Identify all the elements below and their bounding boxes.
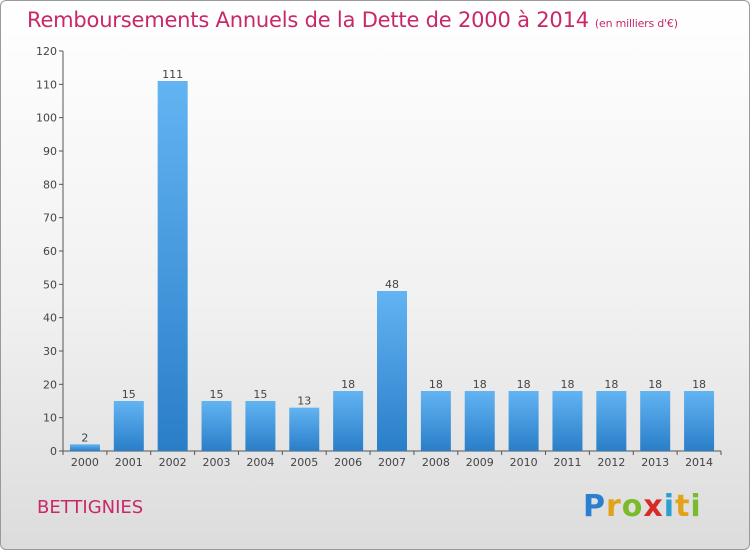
bar	[640, 391, 671, 451]
bar	[113, 401, 144, 451]
x-tick-label: 2013	[641, 456, 669, 469]
data-label: 18	[692, 378, 706, 391]
data-label: 111	[162, 68, 183, 81]
bar	[157, 81, 188, 451]
bar	[420, 391, 451, 451]
x-tick-label: 2009	[466, 456, 494, 469]
y-tick-label: 70	[43, 212, 57, 225]
y-tick-label: 100	[36, 112, 57, 125]
title-text: Remboursements Annuels de la Dette de 20…	[27, 8, 589, 32]
y-tick-label: 90	[43, 145, 57, 158]
bar	[377, 291, 407, 451]
bar	[596, 391, 627, 451]
data-label: 15	[210, 388, 224, 401]
x-tick-label: 2011	[553, 456, 581, 469]
data-label: 2	[81, 431, 88, 444]
y-tick-label: 120	[36, 45, 57, 58]
data-label: 48	[385, 278, 399, 291]
x-tick-label: 2005	[290, 456, 318, 469]
x-tick-label: 2014	[685, 456, 713, 469]
bar	[508, 391, 539, 451]
y-tick-label: 10	[43, 412, 57, 425]
data-label: 18	[473, 378, 487, 391]
commune-name: BETTIGNIES	[37, 497, 144, 518]
data-label: 18	[341, 378, 355, 391]
bar	[552, 391, 583, 451]
data-label: 18	[429, 378, 443, 391]
y-tick-label: 110	[36, 78, 57, 91]
bar	[464, 391, 495, 451]
y-tick-label: 30	[43, 345, 57, 358]
data-label: 18	[604, 378, 618, 391]
data-label: 18	[560, 378, 574, 391]
x-tick-label: 2007	[378, 456, 406, 469]
x-tick-label: 2012	[597, 456, 625, 469]
x-tick-label: 2006	[334, 456, 362, 469]
data-label: 18	[517, 378, 531, 391]
y-tick-label: 60	[43, 245, 57, 258]
data-label: 15	[253, 388, 267, 401]
proxiti-logo[interactable]: Proxiti	[583, 489, 702, 524]
x-tick-label: 2008	[422, 456, 450, 469]
y-tick-label: 50	[43, 278, 57, 291]
bar	[201, 401, 232, 451]
x-tick-label: 2003	[203, 456, 231, 469]
chart-title: Remboursements Annuels de la Dette de 20…	[27, 8, 678, 32]
bar	[69, 444, 100, 451]
bar	[333, 391, 364, 451]
x-tick-label: 2002	[159, 456, 187, 469]
data-label: 13	[297, 395, 311, 408]
x-tick-label: 2000	[71, 456, 99, 469]
x-tick-label: 2004	[246, 456, 274, 469]
y-tick-label: 20	[43, 378, 57, 391]
data-label: 18	[648, 378, 662, 391]
bar	[289, 407, 320, 451]
x-tick-label: 2001	[115, 456, 143, 469]
bar	[245, 401, 276, 451]
unit-label: (en milliers d'€)	[594, 17, 678, 30]
x-tick-label: 2010	[510, 456, 538, 469]
y-tick-label: 0	[50, 445, 57, 458]
data-label: 15	[122, 388, 136, 401]
y-tick-label: 80	[43, 178, 57, 191]
y-tick-label: 40	[43, 312, 57, 325]
bar	[684, 391, 715, 451]
